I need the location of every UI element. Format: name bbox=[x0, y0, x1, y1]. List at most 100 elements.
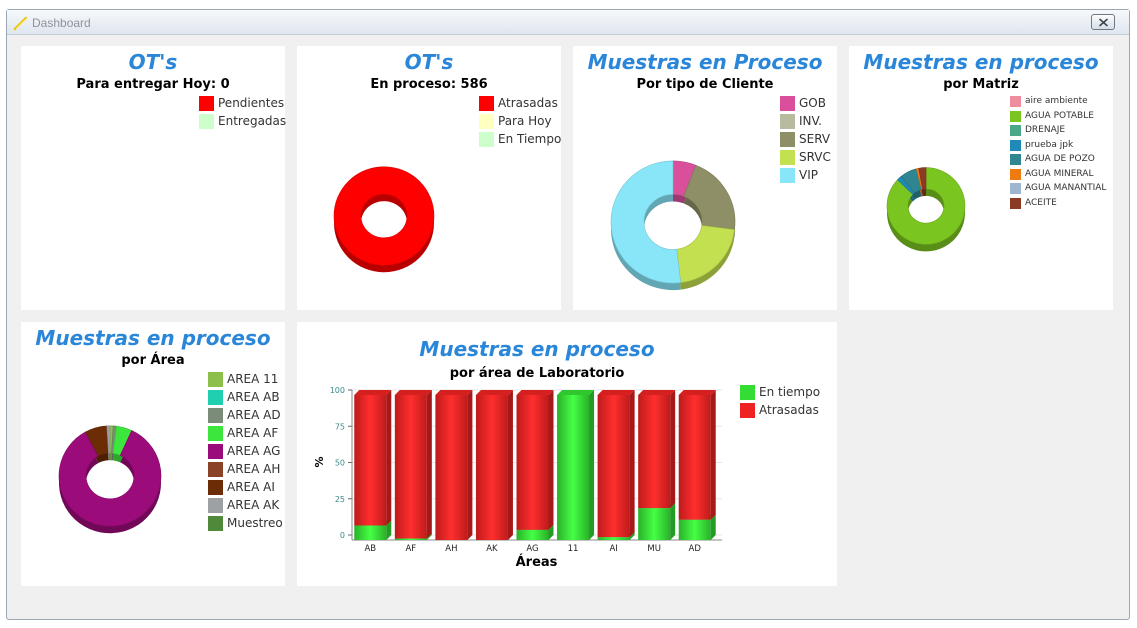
legend-swatch bbox=[1010, 154, 1021, 165]
legend-swatch bbox=[780, 168, 795, 183]
title-bar: Dashboard bbox=[7, 10, 1129, 35]
panel-muestras-cliente: Muestras en Proceso Por tipo de Cliente … bbox=[573, 46, 837, 310]
legend-label: VIP bbox=[799, 168, 818, 182]
legend-swatch bbox=[208, 516, 223, 531]
legend-swatch bbox=[780, 114, 795, 129]
legend-swatch bbox=[199, 96, 214, 111]
legend-swatch bbox=[1010, 197, 1021, 209]
panel-title: Muestras en proceso bbox=[863, 50, 1099, 74]
donut-slice-agua-potable bbox=[886, 167, 966, 245]
x-tick-label: AB bbox=[364, 544, 376, 554]
legend-swatch bbox=[208, 444, 223, 459]
donut-slice-atrasadas bbox=[333, 166, 435, 266]
legend-swatch bbox=[479, 132, 494, 147]
x-tick-label: AH bbox=[445, 544, 457, 554]
donut-chart bbox=[58, 425, 162, 534]
legend-label: Atrasadas bbox=[759, 403, 819, 417]
panel-muestras-matriz: Muestras en proceso por Matriz aire ambi… bbox=[849, 46, 1113, 310]
donut-slice-vip bbox=[610, 160, 682, 284]
legend-swatch bbox=[208, 498, 223, 513]
bar-atrasadas-ai bbox=[597, 390, 635, 538]
x-tick-label: MU bbox=[647, 544, 661, 554]
bar-atrasadas-ab bbox=[354, 390, 392, 526]
panel-ot-proceso: OT's En proceso: 586 Atrasadas Para Hoy En… bbox=[297, 46, 561, 310]
legend-label: GOB bbox=[799, 96, 826, 110]
legend-swatch bbox=[208, 372, 223, 387]
legend-swatch bbox=[1010, 168, 1021, 180]
legend-label: AREA AG bbox=[227, 444, 281, 458]
x-tick-label: AF bbox=[405, 544, 416, 554]
legend-label: AGUA MINERAL bbox=[1025, 168, 1094, 179]
panel-muestras-laboratorio: Muestras en proceso por área de Laborato… bbox=[297, 322, 837, 586]
legend-label: ACEITE bbox=[1025, 197, 1057, 208]
x-tick-label: 11 bbox=[568, 544, 579, 554]
legend-swatch bbox=[208, 426, 223, 441]
legend-swatch bbox=[208, 390, 223, 405]
legend-label: AREA 11 bbox=[227, 372, 279, 386]
legend-label: Atrasadas bbox=[498, 96, 558, 110]
y-tick-label: 50 bbox=[335, 459, 345, 468]
x-tick-label: AD bbox=[689, 544, 702, 554]
y-tick-label: 0 bbox=[340, 531, 345, 540]
panel-title: Muestras en proceso bbox=[35, 326, 271, 350]
bar-en-tiempo-11 bbox=[557, 390, 595, 540]
legend-swatch bbox=[780, 96, 795, 111]
legend-swatch bbox=[208, 480, 223, 495]
legend-label: Pendientes bbox=[218, 96, 285, 110]
legend-swatch bbox=[1010, 125, 1021, 136]
legend-label: Para Hoy bbox=[498, 114, 552, 128]
legend-label: AGUA MANANTIAL bbox=[1025, 183, 1107, 193]
legend-label: AREA AD bbox=[227, 408, 281, 422]
legend-label: DRENAJE bbox=[1025, 125, 1066, 135]
legend-swatch bbox=[479, 114, 494, 129]
bar-atrasadas-ak bbox=[475, 390, 513, 540]
x-tick-label: AK bbox=[486, 544, 498, 554]
y-tick-label: 25 bbox=[335, 495, 345, 504]
legend-label: AREA AB bbox=[227, 390, 280, 404]
panel-subtitle: por Matriz bbox=[943, 77, 1019, 92]
legend-swatch bbox=[780, 132, 795, 147]
legend-swatch bbox=[199, 114, 214, 129]
legend-label: SRVC bbox=[799, 150, 831, 164]
y-tick-label: 100 bbox=[330, 386, 345, 395]
donut-slice-area-ag bbox=[58, 430, 162, 527]
donut-slice-srvc bbox=[676, 225, 735, 283]
legend-swatch bbox=[780, 150, 795, 165]
legend-label: Muestreo bbox=[227, 516, 283, 530]
legend-label: AREA AF bbox=[227, 426, 279, 440]
panel-title: Muestras en proceso bbox=[419, 337, 655, 361]
legend-label: AREA AK bbox=[227, 498, 280, 512]
panel-ot-hoy: OT's Para entregar Hoy: 0 Pendientes Entr… bbox=[21, 46, 287, 310]
legend-label: AREA AI bbox=[227, 480, 275, 494]
legend-swatch bbox=[1010, 110, 1021, 122]
legend-swatch bbox=[1010, 183, 1021, 194]
bar-chart: 0 25 50 75 100 AB AF AH AK AG 11 AI MU AD Áreas% bbox=[313, 386, 722, 570]
legend-label: En tiempo bbox=[759, 385, 821, 399]
legend-swatch bbox=[740, 403, 755, 418]
bar-atrasadas-ad bbox=[678, 390, 716, 520]
legend-label: AGUA POTABLE bbox=[1025, 110, 1094, 121]
donut-chart bbox=[610, 160, 736, 291]
panel-muestras-area: Muestras en proceso por Área AREA 11 AREA… bbox=[21, 322, 285, 586]
panel-title: OT's bbox=[404, 50, 454, 74]
bar-atrasadas-ag bbox=[516, 390, 554, 530]
legend-label: Entregadas bbox=[218, 114, 287, 128]
legend-swatch bbox=[479, 96, 494, 111]
legend-label: aire ambiente bbox=[1025, 96, 1088, 106]
window-title: Dashboard bbox=[32, 16, 91, 30]
legend-swatch bbox=[208, 462, 223, 477]
legend-label: AREA AH bbox=[227, 462, 281, 476]
y-axis-label: % bbox=[313, 456, 326, 467]
legend-label: prueba jpk bbox=[1025, 139, 1074, 150]
panel-subtitle: En proceso: 586 bbox=[370, 77, 488, 92]
legend-swatch bbox=[208, 408, 223, 423]
donut-slice-area-ak bbox=[106, 425, 111, 454]
app-icon bbox=[13, 16, 28, 31]
donut-slice-aceite bbox=[918, 167, 927, 190]
legend-label: AGUA DE POZO bbox=[1025, 154, 1095, 164]
close-button[interactable] bbox=[1091, 14, 1115, 30]
bar-atrasadas-af bbox=[394, 390, 432, 539]
legend-label: En Tiempo bbox=[498, 132, 562, 146]
close-icon bbox=[1098, 17, 1108, 27]
legend-swatch bbox=[1010, 139, 1021, 151]
